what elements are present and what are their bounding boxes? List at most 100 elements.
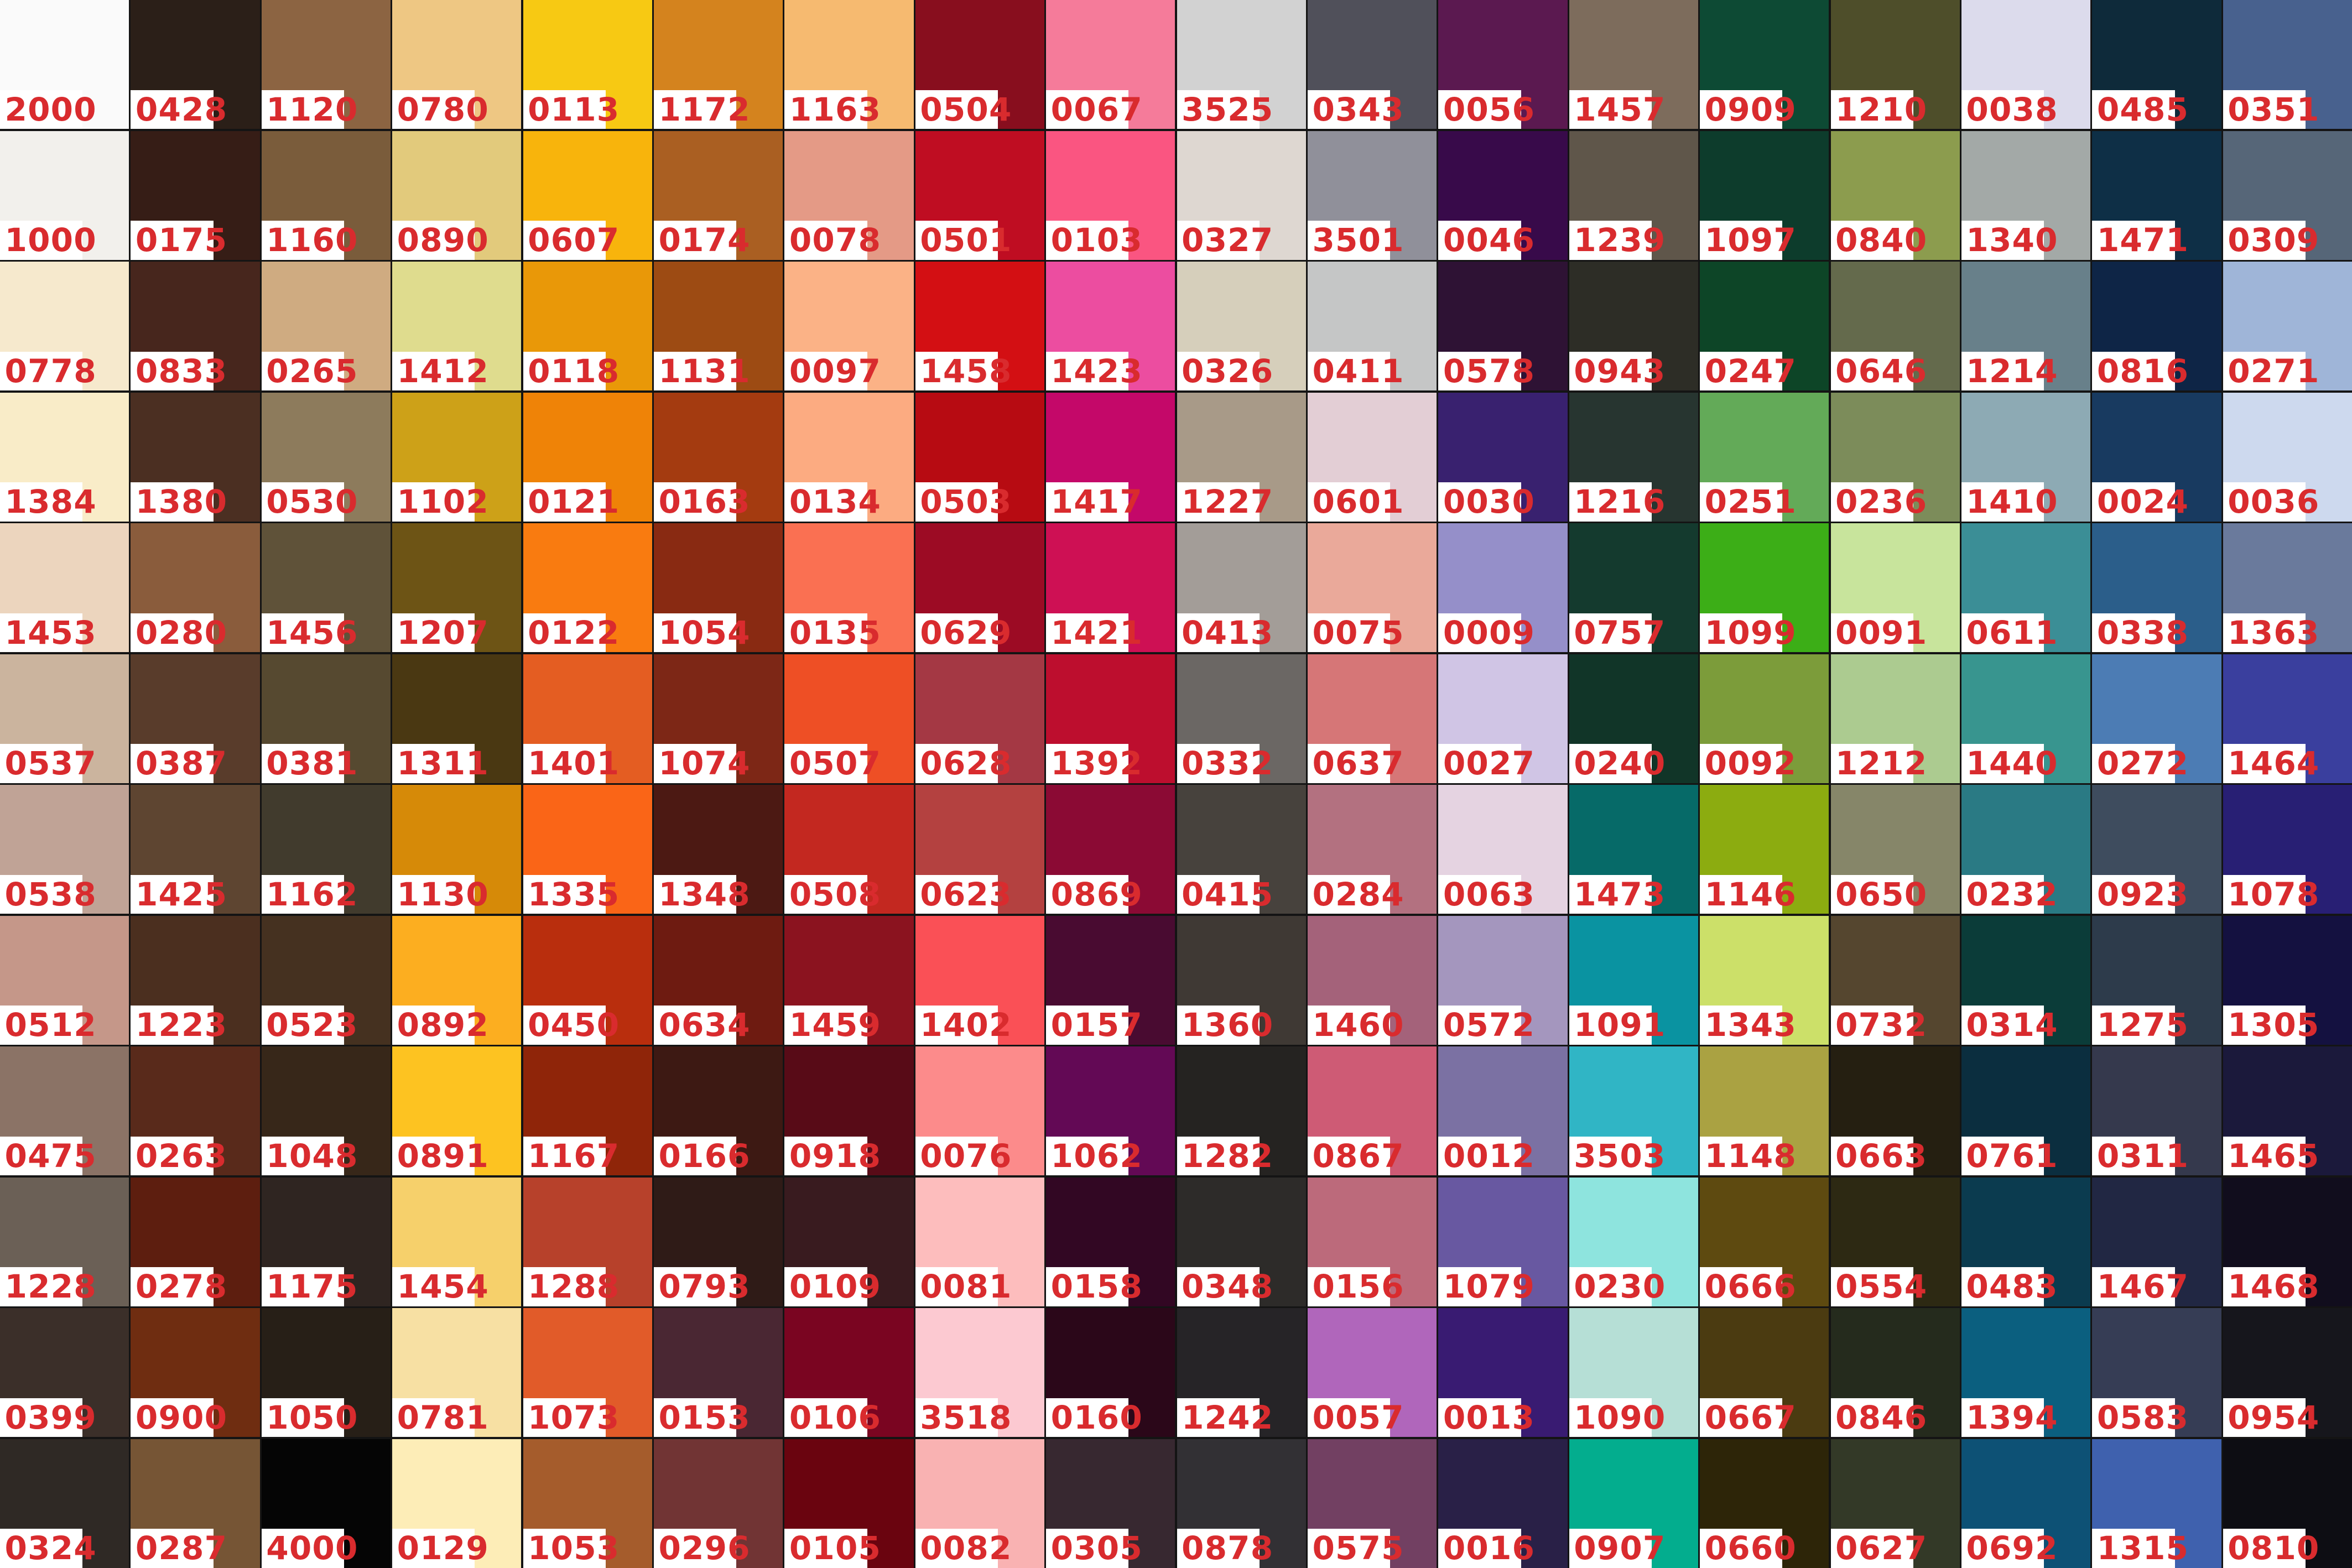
color-swatch[interactable]: 0415 <box>1177 785 1306 914</box>
color-swatch[interactable]: 1172 <box>653 0 783 129</box>
color-swatch[interactable]: 0075 <box>1307 523 1437 653</box>
color-swatch[interactable]: 0287 <box>131 1439 260 1568</box>
color-swatch[interactable]: 1102 <box>392 392 522 522</box>
color-swatch[interactable]: 1053 <box>523 1439 652 1568</box>
color-swatch[interactable]: 1412 <box>392 262 522 391</box>
color-swatch[interactable]: 0501 <box>915 131 1045 260</box>
color-swatch[interactable]: 0954 <box>2223 1308 2352 1437</box>
color-swatch[interactable]: 1239 <box>1569 131 1699 260</box>
color-swatch[interactable]: 1410 <box>1961 392 2091 522</box>
color-swatch[interactable]: 0113 <box>523 0 652 129</box>
color-swatch[interactable]: 1148 <box>1700 1046 1829 1176</box>
color-swatch[interactable]: 0778 <box>0 262 129 391</box>
color-swatch[interactable]: 0538 <box>0 785 129 914</box>
color-swatch[interactable]: 0122 <box>523 523 652 653</box>
color-swatch[interactable]: 1282 <box>1177 1046 1306 1176</box>
color-swatch[interactable]: 0134 <box>784 392 914 522</box>
color-swatch[interactable]: 3503 <box>1569 1046 1699 1176</box>
color-swatch[interactable]: 0537 <box>0 654 129 783</box>
color-swatch[interactable]: 0284 <box>1307 785 1437 914</box>
color-swatch[interactable]: 0024 <box>2092 392 2221 522</box>
color-swatch[interactable]: 0175 <box>131 131 260 260</box>
color-swatch[interactable]: 1212 <box>1830 654 1960 783</box>
color-swatch[interactable]: 1454 <box>392 1177 522 1306</box>
color-swatch[interactable]: 0475 <box>0 1046 129 1176</box>
color-swatch[interactable]: 0296 <box>653 1439 783 1568</box>
color-swatch[interactable]: 0833 <box>131 262 260 391</box>
color-swatch[interactable]: 0943 <box>1569 262 1699 391</box>
color-swatch[interactable]: 0057 <box>1307 1308 1437 1437</box>
color-swatch[interactable]: 3518 <box>915 1308 1045 1437</box>
color-swatch[interactable]: 1227 <box>1177 392 1306 522</box>
color-swatch[interactable]: 1394 <box>1961 1308 2091 1437</box>
color-swatch[interactable]: 0575 <box>1307 1439 1437 1568</box>
color-swatch[interactable]: 0646 <box>1830 262 1960 391</box>
color-swatch[interactable]: 1048 <box>261 1046 391 1176</box>
color-swatch[interactable]: 0016 <box>1438 1439 1568 1568</box>
color-swatch[interactable]: 0166 <box>653 1046 783 1176</box>
color-swatch[interactable]: 1210 <box>1830 0 1960 129</box>
color-swatch[interactable]: 0135 <box>784 523 914 653</box>
color-swatch[interactable]: 0129 <box>392 1439 522 1568</box>
color-swatch[interactable]: 0450 <box>523 915 652 1045</box>
color-swatch[interactable]: 1363 <box>2223 523 2352 653</box>
color-swatch[interactable]: 1073 <box>523 1308 652 1437</box>
color-swatch[interactable]: 0413 <box>1177 523 1306 653</box>
color-swatch[interactable]: 0240 <box>1569 654 1699 783</box>
color-swatch[interactable]: 0348 <box>1177 1177 1306 1306</box>
color-swatch[interactable]: 1175 <box>261 1177 391 1306</box>
color-swatch[interactable]: 0637 <box>1307 654 1437 783</box>
color-swatch[interactable]: 1360 <box>1177 915 1306 1045</box>
color-swatch[interactable]: 0056 <box>1438 0 1568 129</box>
color-swatch[interactable]: 0869 <box>1046 785 1175 914</box>
color-swatch[interactable]: 1305 <box>2223 915 2352 1045</box>
color-swatch[interactable]: 0692 <box>1961 1439 2091 1568</box>
color-swatch[interactable]: 0278 <box>131 1177 260 1306</box>
color-swatch[interactable]: 1050 <box>261 1308 391 1437</box>
color-swatch[interactable]: 0781 <box>392 1308 522 1437</box>
color-swatch[interactable]: 0236 <box>1830 392 1960 522</box>
color-swatch[interactable]: 0399 <box>0 1308 129 1437</box>
color-swatch[interactable]: 0512 <box>0 915 129 1045</box>
color-swatch[interactable]: 1242 <box>1177 1308 1306 1437</box>
color-swatch[interactable]: 1335 <box>523 785 652 914</box>
color-swatch[interactable]: 0523 <box>261 915 391 1045</box>
color-swatch[interactable]: 0892 <box>392 915 522 1045</box>
color-swatch[interactable]: 1160 <box>261 131 391 260</box>
color-swatch[interactable]: 1315 <box>2092 1439 2221 1568</box>
color-swatch[interactable]: 0247 <box>1700 262 1829 391</box>
color-swatch[interactable]: 1392 <box>1046 654 1175 783</box>
color-swatch[interactable]: 2000 <box>0 0 129 129</box>
color-swatch[interactable]: 0280 <box>131 523 260 653</box>
color-swatch[interactable]: 0103 <box>1046 131 1175 260</box>
color-swatch[interactable]: 0483 <box>1961 1177 2091 1306</box>
color-swatch[interactable]: 1380 <box>131 392 260 522</box>
color-swatch[interactable]: 0900 <box>131 1308 260 1437</box>
color-swatch[interactable]: 3501 <box>1307 131 1437 260</box>
color-swatch[interactable]: 0428 <box>131 0 260 129</box>
color-swatch[interactable]: 1288 <box>523 1177 652 1306</box>
color-swatch[interactable]: 0634 <box>653 915 783 1045</box>
color-swatch[interactable]: 0628 <box>915 654 1045 783</box>
color-swatch[interactable]: 0732 <box>1830 915 1960 1045</box>
color-swatch[interactable]: 0030 <box>1438 392 1568 522</box>
color-swatch[interactable]: 0810 <box>2223 1439 2352 1568</box>
color-swatch[interactable]: 0118 <box>523 262 652 391</box>
color-swatch[interactable]: 1097 <box>1700 131 1829 260</box>
color-swatch[interactable]: 0846 <box>1830 1308 1960 1437</box>
color-swatch[interactable]: 0092 <box>1700 654 1829 783</box>
color-swatch[interactable]: 4000 <box>261 1439 391 1568</box>
color-swatch[interactable]: 1473 <box>1569 785 1699 914</box>
color-swatch[interactable]: 0121 <box>523 392 652 522</box>
color-swatch[interactable]: 0485 <box>2092 0 2221 129</box>
color-swatch[interactable]: 0663 <box>1830 1046 1960 1176</box>
color-swatch[interactable]: 0918 <box>784 1046 914 1176</box>
color-swatch[interactable]: 0623 <box>915 785 1045 914</box>
color-swatch[interactable]: 0038 <box>1961 0 2091 129</box>
color-swatch[interactable]: 1074 <box>653 654 783 783</box>
color-swatch[interactable]: 0311 <box>2092 1046 2221 1176</box>
color-swatch[interactable]: 1468 <box>2223 1177 2352 1306</box>
color-swatch[interactable]: 0156 <box>1307 1177 1437 1306</box>
color-swatch[interactable]: 0036 <box>2223 392 2352 522</box>
color-swatch[interactable]: 1091 <box>1569 915 1699 1045</box>
